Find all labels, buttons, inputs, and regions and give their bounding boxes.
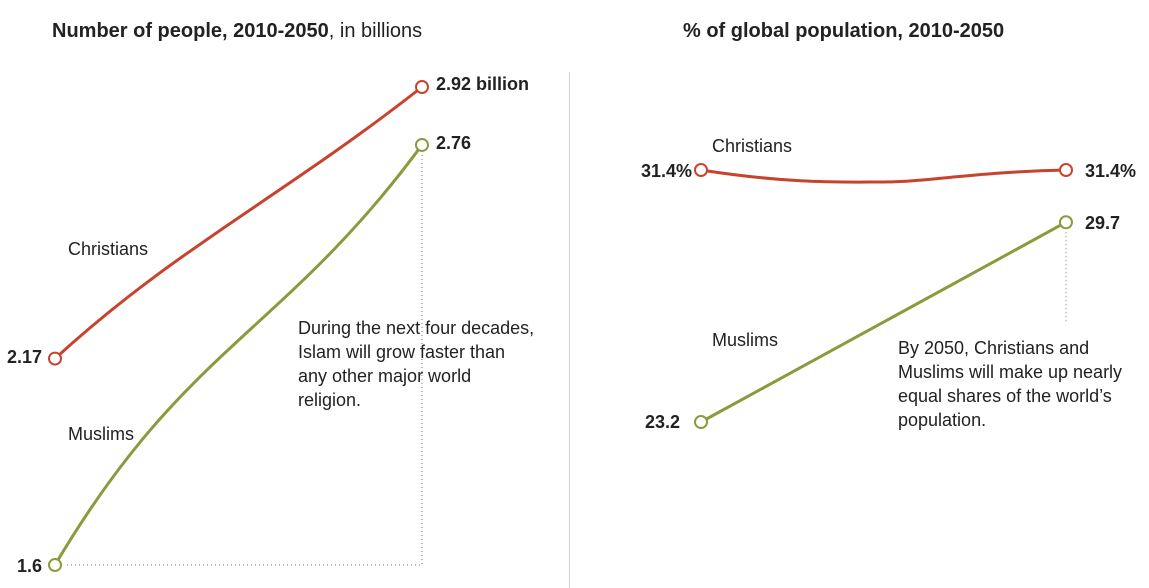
right-christians-point-2010 (694, 163, 708, 177)
right-muslims-series-label: Muslims (712, 330, 778, 350)
right-muslims-end-label: 29.7 (1085, 213, 1120, 233)
right-christians-point-2050 (1059, 163, 1073, 177)
chart-divider (569, 72, 570, 588)
left-chart-title-main: Number of people, 2010-2050 (52, 20, 329, 42)
left-muslims-point-2010 (48, 558, 62, 572)
left-chart: 2.17 2.92 billion 1.6 2.76 Christians Mu… (7, 74, 529, 576)
right-christians-start-label: 31.4% (641, 161, 692, 181)
left-muslims-series-label: Muslims (68, 424, 134, 444)
right-muslims-line (700, 220, 1067, 424)
right-christians-series-label: Christians (712, 136, 792, 156)
left-annotation: During the next four decades, Islam will… (298, 318, 535, 410)
left-muslims-line (53, 144, 424, 566)
right-christians-line (700, 168, 1067, 184)
left-christians-end-label: 2.92 billion (436, 74, 529, 94)
left-muslims-end-label: 2.76 (436, 133, 471, 153)
left-christians-start-label: 2.17 (7, 347, 42, 367)
right-muslims-point-2010 (694, 415, 708, 429)
right-muslims-start-label: 23.2 (645, 412, 680, 432)
left-christians-point-2050 (415, 80, 429, 94)
right-annotation: By 2050, Christians and Muslims will mak… (898, 338, 1123, 430)
right-chart: 31.4% 31.4% 23.2 29.7 Christians Muslims (641, 136, 1136, 432)
left-muslims-point-2050 (415, 137, 429, 152)
right-muslims-point-2050 (1059, 215, 1073, 230)
left-muslims-start-label: 1.6 (17, 556, 42, 576)
left-chart-title: Number of people, 2010-2050, in billions (52, 20, 422, 43)
left-christians-line (53, 85, 423, 360)
left-christians-series-label: Christians (68, 239, 148, 259)
right-chart-title: % of global population, 2010-2050 (683, 20, 1005, 42)
right-christians-end-label: 31.4% (1085, 161, 1136, 181)
left-christians-point-2010 (48, 351, 62, 366)
left-chart-title-suffix: , in billions (328, 20, 423, 42)
